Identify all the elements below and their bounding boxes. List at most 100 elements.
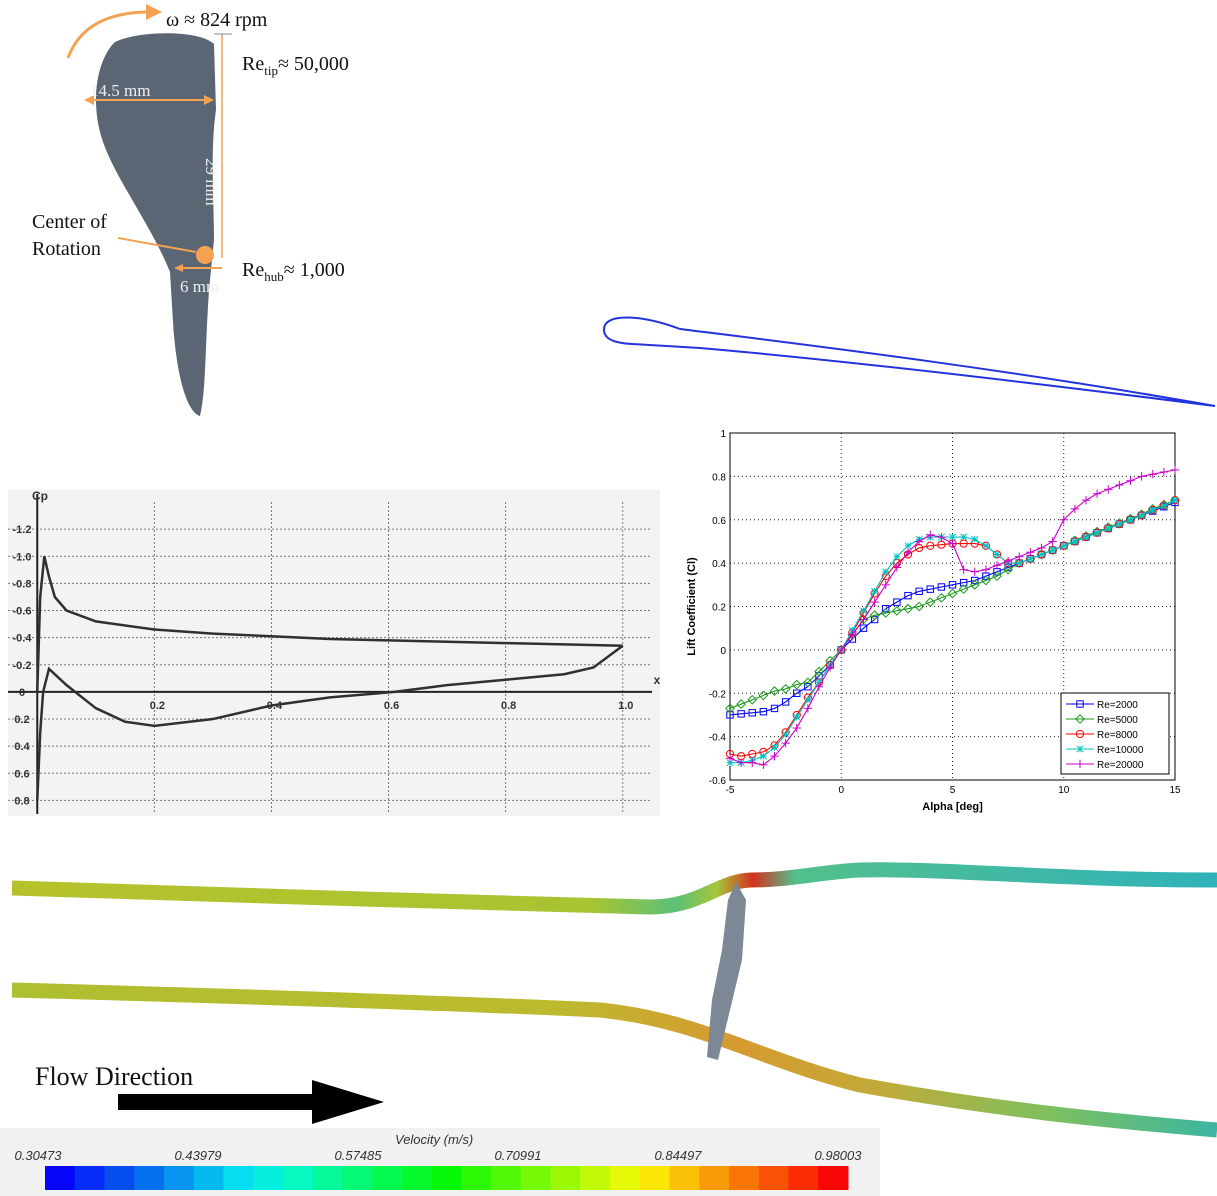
y-tick-label: 0.4 <box>712 559 726 570</box>
legend-label: Re=5000 <box>1097 715 1138 726</box>
streamline <box>11 982 1217 1138</box>
flow-arrow-head <box>312 1080 384 1124</box>
marker <box>1026 548 1035 557</box>
x-tick-label: 0.8 <box>501 700 516 712</box>
y-tick-label: -0.6 <box>709 776 727 787</box>
marker <box>992 561 1002 570</box>
y-tick-label: 0.6 <box>14 768 29 780</box>
marker <box>780 684 791 694</box>
marker <box>759 760 768 770</box>
center-pointer <box>117 237 197 253</box>
marker <box>914 601 925 612</box>
marker <box>947 588 958 599</box>
colorbar-segment <box>193 1166 224 1190</box>
re-base: Re <box>242 53 264 75</box>
marker <box>969 579 980 590</box>
marker <box>726 759 734 767</box>
center-of-rotation <box>196 246 214 264</box>
colorbar-segment <box>758 1166 790 1190</box>
marker <box>948 581 957 589</box>
colorbar-segment <box>699 1166 730 1190</box>
marker <box>770 743 779 752</box>
colorbar-segment <box>729 1166 760 1190</box>
blade-diagram: ω ≈ 824 rpm Retip≈ 50,000 Rehub≈ 1,000 1… <box>32 4 349 416</box>
marker <box>1171 496 1179 504</box>
marker <box>725 703 735 714</box>
marker <box>992 550 1002 559</box>
colorbar-segment <box>431 1166 462 1190</box>
colorbar-segment <box>45 1166 76 1190</box>
colorbar-segment <box>550 1166 581 1190</box>
marker <box>1092 489 1102 498</box>
marker <box>803 704 813 713</box>
marker <box>815 678 823 686</box>
marker <box>1026 555 1034 563</box>
y-tick-label: 0.4 <box>14 741 30 753</box>
blade-silhouette <box>707 882 746 1060</box>
marker <box>1059 515 1068 524</box>
marker <box>959 565 968 574</box>
marker <box>814 682 824 691</box>
marker <box>992 571 1002 582</box>
colorbar-segment <box>580 1166 611 1190</box>
marker <box>971 576 979 585</box>
marker <box>1160 502 1168 510</box>
colorbar-segment <box>491 1166 522 1190</box>
y-tick-label: -1.2 <box>13 524 32 536</box>
marker <box>725 754 735 763</box>
marker <box>1070 537 1079 546</box>
marker <box>1126 516 1135 524</box>
marker <box>1149 506 1157 514</box>
marker <box>926 530 935 540</box>
marker <box>1081 533 1091 542</box>
colorbar-segment <box>818 1166 849 1190</box>
colorbar-segment <box>401 1166 433 1190</box>
marker <box>770 751 779 761</box>
y-tick-label: -0.4 <box>709 733 727 744</box>
marker <box>1115 480 1124 490</box>
marker <box>937 532 946 542</box>
rotation-speed: ω ≈ 824 rpm <box>166 9 268 31</box>
y-tick-label: -0.8 <box>13 578 32 590</box>
y-tick-label: 0.6 <box>712 516 726 527</box>
marker <box>958 584 969 595</box>
colorbar-segment <box>134 1166 165 1190</box>
rotation-arrowhead <box>146 4 162 20</box>
marker <box>1037 543 1046 553</box>
chart: -0.6 -0.4 -0.2 0 0.2 0.4 0.6 0.8 1 -5 0 5 10 15 Alpha … <box>686 429 1181 813</box>
marker <box>1049 546 1057 554</box>
marker <box>781 698 790 706</box>
colorbar-tick-label: 0.30473 <box>15 1148 63 1163</box>
marker <box>1148 505 1157 515</box>
marker <box>1126 515 1135 524</box>
colorbar-segment <box>788 1166 819 1190</box>
marker <box>859 615 868 624</box>
series-line <box>36 555 623 692</box>
marker <box>960 533 968 541</box>
re-hub: Rehub≈ 1,000 <box>242 259 345 284</box>
y-tick-label: 1 <box>720 429 726 440</box>
marker <box>871 587 879 595</box>
marker <box>1071 537 1079 545</box>
series-line <box>36 644 624 801</box>
marker <box>1048 537 1057 546</box>
plot-frame <box>729 432 1176 781</box>
marker <box>802 677 813 688</box>
marker <box>1115 520 1123 528</box>
y-tick-label: 0.2 <box>712 603 726 614</box>
marker <box>959 578 968 587</box>
colorbar-tick-label: 0.43979 <box>175 1148 222 1163</box>
marker <box>1093 529 1101 537</box>
marker <box>891 605 902 616</box>
legend-marker <box>1075 714 1085 724</box>
colorbar-segment <box>520 1166 552 1190</box>
marker <box>1115 519 1124 529</box>
y-tick-label: 0 <box>720 646 726 657</box>
marker <box>759 752 767 760</box>
marker <box>1126 476 1135 485</box>
marker <box>1082 533 1090 541</box>
re-rest: ≈ 50,000 <box>278 53 349 75</box>
legend-marker <box>1076 745 1084 753</box>
marker <box>881 580 890 590</box>
